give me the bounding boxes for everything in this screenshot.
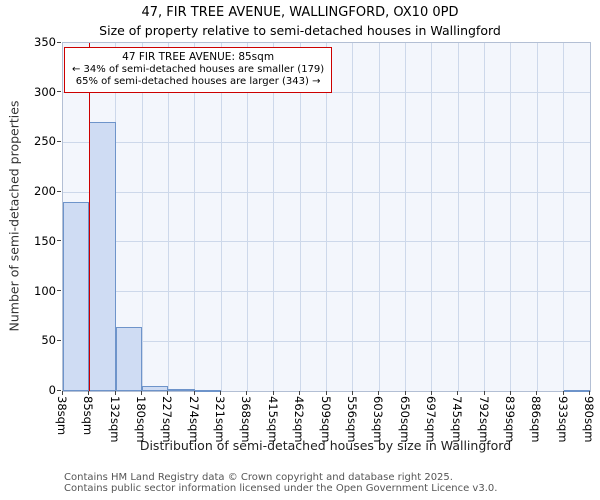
x-tick-label: 792sqm [476,396,491,443]
x-tick-mark [272,391,274,395]
y-tick-label: 0 [48,383,56,397]
x-tick-mark [562,391,564,395]
gridline-vertical [273,43,275,391]
x-tick-mark [62,391,63,395]
x-tick-mark [325,391,327,395]
y-tick-mark [57,41,61,43]
x-tick-mark [88,391,90,395]
x-tick-label: 839sqm [502,396,517,443]
x-tick-label: 556sqm [344,396,359,443]
gridline-vertical [510,43,512,391]
histogram-bar [89,121,116,391]
y-tick-mark [57,190,61,192]
x-tick-label: 980sqm [582,396,596,443]
x-tick-mark [193,391,195,395]
x-tick-label: 745sqm [450,396,465,443]
gridline-vertical [405,43,407,391]
gridline-vertical [352,43,354,391]
x-tick-label: 368sqm [239,396,254,443]
histogram-bar [168,389,195,391]
y-tick-label: 300 [34,84,56,99]
x-tick-mark [220,391,222,395]
gridline-vertical [194,43,196,391]
footer-line-1: Contains HM Land Registry data © Crown c… [64,472,453,483]
gridline-vertical [431,43,433,391]
x-tick-mark [351,391,353,395]
x-tick-label: 886sqm [529,396,544,443]
annotation-larger: 65% of semi-detached houses are larger (… [75,76,321,87]
x-tick-mark [141,391,143,395]
x-tick-label: 227sqm [160,396,175,443]
gridline-vertical [484,43,486,391]
y-tick-label: 50 [41,333,56,348]
x-tick-label: 85sqm [81,396,96,436]
x-tick-mark [299,391,301,395]
x-tick-mark [404,391,406,395]
y-tick-mark [57,339,61,341]
annotation-smaller: ← 34% of semi-detached houses are smalle… [72,64,325,75]
page-title: 47, FIR TREE AVENUE, WALLINGFORD, OX10 0… [141,5,459,20]
page-subtitle: Size of property relative to semi-detach… [99,23,501,38]
x-tick-mark [430,391,432,395]
x-tick-label: 274sqm [186,396,201,443]
gridline-vertical [536,43,538,391]
y-tick-label: 350 [34,35,56,49]
y-tick-mark [57,290,61,292]
x-tick-label: 180sqm [134,396,149,443]
gridline-vertical [326,43,327,391]
plot-area [62,42,591,392]
y-tick-label: 200 [34,184,56,199]
x-tick-mark [536,391,538,395]
histogram-bar [563,390,590,392]
x-tick-mark [114,391,116,395]
histogram-bar [63,202,90,391]
y-tick-label: 150 [34,233,56,248]
x-tick-mark [509,391,511,395]
y-tick-mark [57,91,61,93]
x-tick-mark [589,391,590,395]
x-tick-label: 132sqm [107,396,122,443]
x-tick-mark [246,391,248,395]
x-tick-mark [378,391,380,395]
x-tick-label: 509sqm [318,396,333,443]
y-tick-mark [57,140,61,142]
gridline-vertical [246,43,248,391]
y-tick-label: 250 [34,134,56,149]
footer-line-2: Contains public sector information licen… [64,483,498,494]
gridline-vertical [220,43,222,391]
x-tick-mark [457,391,459,395]
x-tick-mark [483,391,485,395]
x-tick-label: 321sqm [213,396,228,443]
annotation-box: 47 FIR TREE AVENUE: 85sqm ← 34% of semi-… [64,47,333,93]
y-tick-mark [57,240,61,242]
gridline-vertical [299,43,301,391]
histogram-bar [194,390,222,392]
y-tick-mark [57,389,61,391]
x-tick-label: 650sqm [397,396,412,443]
histogram-bar [142,386,169,391]
x-tick-label: 933sqm [555,396,570,443]
gridline-vertical [167,43,169,391]
annotation-title: 47 FIR TREE AVENUE: 85sqm [122,51,275,63]
x-tick-label: 697sqm [423,396,438,443]
x-tick-label: 462sqm [292,396,307,443]
x-tick-label: 38sqm [55,396,69,436]
gridline-vertical [141,43,143,391]
gridline-vertical [378,43,380,391]
x-axis-label: Distribution of semi-detached houses by … [139,438,512,453]
x-tick-label: 603sqm [371,396,386,443]
property-marker-line [88,43,91,391]
histogram-bar [115,327,143,391]
gridline-vertical [457,43,459,391]
y-tick-label: 100 [34,283,56,298]
gridline-vertical [115,43,117,391]
gridline-vertical [563,43,565,391]
x-tick-label: 415sqm [265,396,280,443]
x-tick-mark [167,391,169,395]
